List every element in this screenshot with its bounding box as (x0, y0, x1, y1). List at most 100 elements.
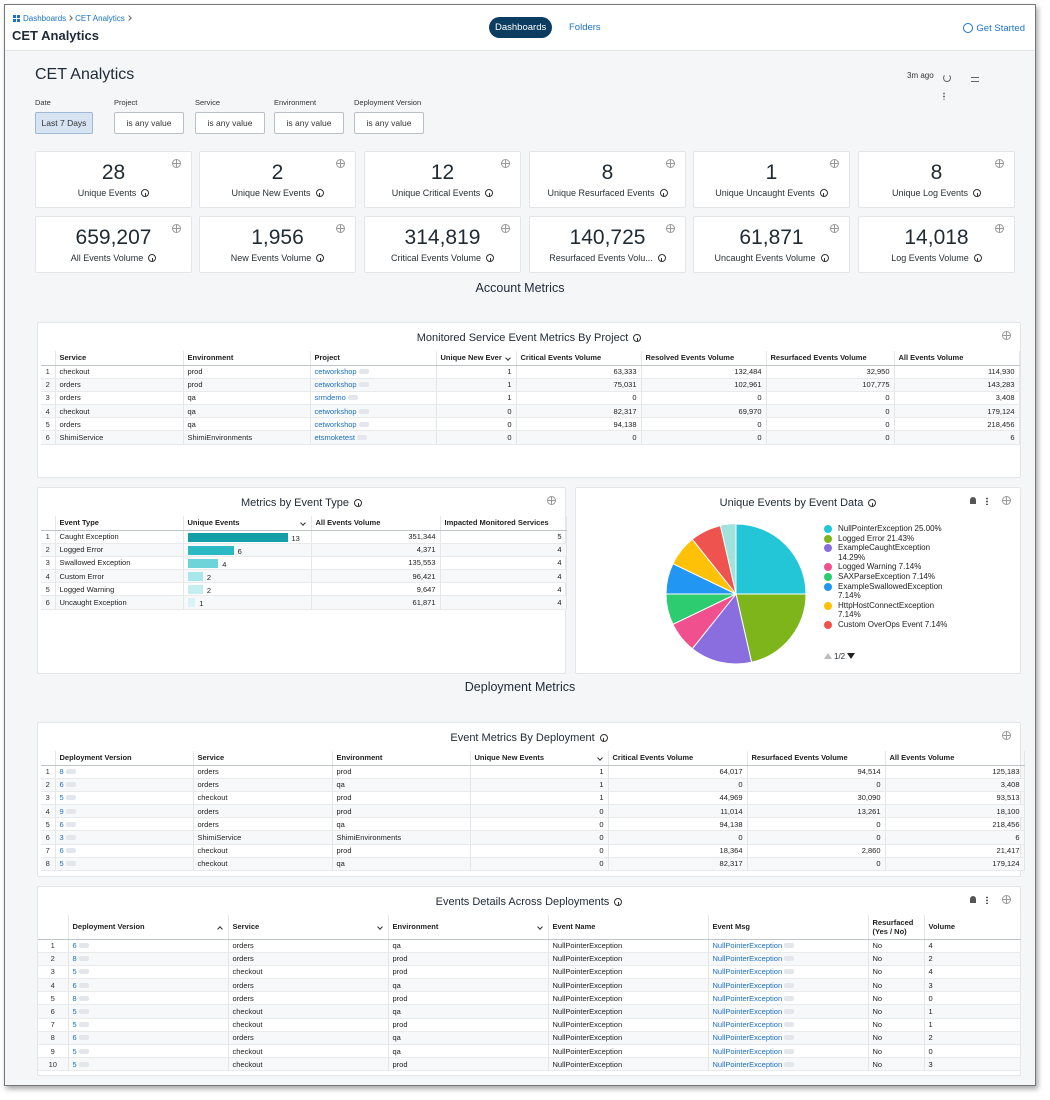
column-header[interactable]: All Events Volume (311, 516, 440, 530)
table-row: 63ShimiServiceShimiEnvironments0006 (41, 831, 1024, 844)
column-header[interactable]: All Events Volume (885, 751, 1024, 765)
column-header[interactable]: Resolved Events Volume (641, 351, 766, 365)
dashboard-title: CET Analytics (35, 66, 134, 84)
table-cell: 10 (38, 1058, 68, 1071)
column-header[interactable]: Project (310, 351, 436, 365)
link-cell[interactable]: cetworkshop (310, 405, 436, 418)
link-cell[interactable]: NullPointerException (708, 1031, 868, 1044)
link-cell[interactable]: cetworkshop (310, 378, 436, 391)
pie-slice[interactable] (736, 524, 806, 594)
link-cell[interactable]: NullPointerException (708, 965, 868, 978)
link-cell[interactable]: 5 (55, 857, 193, 870)
filter-button[interactable]: is any value (114, 112, 184, 134)
link-cell[interactable]: 6 (68, 1031, 228, 1044)
metric-tile: 314,819Critical Events Volume (364, 216, 521, 273)
link-cell[interactable]: 5 (68, 1045, 228, 1058)
legend-item[interactable]: ExampleCaughtException 14.29% (824, 543, 952, 562)
column-header[interactable]: Impacted Monitored Services (440, 516, 566, 530)
column-header[interactable]: Resurfaced (Yes / No) (868, 915, 924, 939)
link-cell[interactable]: NullPointerException (708, 1005, 868, 1018)
column-header[interactable]: Event Msg (708, 915, 868, 939)
column-header[interactable]: Environment (183, 351, 310, 365)
table-cell: 18,364 (608, 844, 747, 857)
table-cell: 2 (41, 378, 55, 391)
column-header[interactable]: Environment (388, 915, 548, 939)
column-header[interactable]: Event Name (548, 915, 708, 939)
link-cell[interactable]: 5 (68, 965, 228, 978)
link-cell[interactable]: 8 (68, 992, 228, 1005)
column-header[interactable]: Deployment Version (68, 915, 228, 939)
link-cell[interactable]: cetworkshop (310, 418, 436, 431)
tab-dashboards[interactable]: Dashboards (489, 17, 552, 38)
legend-item[interactable]: NullPointerException 25.00% (824, 524, 952, 534)
tile-label: Unique Log Events (859, 188, 1014, 198)
table-cell: No (868, 939, 924, 952)
link-cell[interactable]: 5 (55, 791, 193, 804)
link-cell[interactable]: srmdemo (310, 391, 436, 404)
get-started-link[interactable]: Get Started (963, 23, 1025, 34)
link-cell[interactable]: 8 (55, 765, 193, 778)
link-cell[interactable]: 9 (55, 805, 193, 818)
filter-button[interactable]: Last 7 Days (35, 112, 93, 134)
table-row: 6ShimiServiceShimiEnvironmentsetsmoketes… (41, 431, 1019, 444)
link-cell[interactable]: NullPointerException (708, 939, 868, 952)
dashboard-actions[interactable] (943, 69, 1013, 81)
legend-item[interactable]: Custom OverOps Event 7.14% (824, 620, 952, 630)
link-cell[interactable]: 8 (68, 952, 228, 965)
column-header[interactable]: Unique Events (183, 516, 311, 530)
column-header[interactable]: All Events Volume (894, 351, 1019, 365)
column-header[interactable]: Deployment Version (55, 751, 193, 765)
legend-item[interactable]: Logged Error 21.43% (824, 534, 952, 544)
column-header[interactable]: Event Type (55, 516, 183, 530)
legend-item[interactable]: SAXParseException 7.14% (824, 572, 952, 582)
link-cell[interactable]: etsmoketest (310, 431, 436, 444)
table-cell: 4 (924, 965, 1020, 978)
table-cell: orders (228, 952, 388, 965)
tile-label-text: Uncaught Events Volume (714, 253, 815, 263)
link-cell[interactable]: cetworkshop (310, 365, 436, 378)
link-cell[interactable]: 6 (55, 818, 193, 831)
link-cell[interactable]: NullPointerException (708, 979, 868, 992)
column-header[interactable]: Service (228, 915, 388, 939)
legend-item[interactable]: Logged Warning 7.14% (824, 562, 952, 572)
column-header[interactable]: Resurfaced Events Volume (747, 751, 885, 765)
link-cell[interactable]: 5 (68, 1018, 228, 1031)
link-cell[interactable]: 6 (55, 778, 193, 791)
table-row: 76checkoutprod018,3642,86021,417 (41, 844, 1024, 857)
column-header[interactable]: Critical Events Volume (516, 351, 641, 365)
filter-button[interactable]: is any value (354, 112, 424, 134)
link-cell[interactable]: NullPointerException (708, 952, 868, 965)
link-cell[interactable]: 3 (55, 831, 193, 844)
link-cell[interactable]: 6 (68, 939, 228, 952)
column-header[interactable]: Resurfaced Events Volume (766, 351, 894, 365)
column-header[interactable]: Critical Events Volume (608, 751, 747, 765)
table-row: 18ordersprod164,01794,514125,183 (41, 765, 1024, 778)
table-cell: orders (228, 992, 388, 1005)
bar (188, 533, 288, 542)
legend-swatch (824, 621, 832, 629)
column-header[interactable]: Unique New Events (470, 751, 608, 765)
link-cell[interactable]: NullPointerException (708, 992, 868, 1005)
tab-folders[interactable]: Folders (563, 17, 607, 38)
legend-value: 7.14% (899, 562, 922, 571)
table-cell: checkout (55, 365, 183, 378)
link-cell[interactable]: NullPointerException (708, 1058, 868, 1071)
link-cell[interactable]: 5 (68, 1058, 228, 1071)
legend-pager[interactable]: 1/2 (824, 652, 855, 661)
link-cell[interactable]: NullPointerException (708, 1018, 868, 1031)
column-header[interactable]: Service (193, 751, 332, 765)
link-cell[interactable]: 6 (55, 844, 193, 857)
filter-button[interactable]: is any value (274, 112, 344, 134)
link-cell[interactable]: 5 (68, 1005, 228, 1018)
column-header[interactable]: Unique New Ever (436, 351, 516, 365)
column-header[interactable]: Volume (924, 915, 1020, 939)
breadcrumb-link[interactable]: CET Analytics (75, 14, 125, 23)
legend-item[interactable]: HttpHostConnectException 7.14% (824, 601, 952, 620)
filter-button[interactable]: is any value (195, 112, 265, 134)
breadcrumb-link[interactable]: Dashboards (23, 14, 66, 23)
column-header[interactable]: Environment (332, 751, 470, 765)
link-cell[interactable]: 6 (68, 979, 228, 992)
link-cell[interactable]: NullPointerException (708, 1045, 868, 1058)
column-header[interactable]: Service (55, 351, 183, 365)
legend-item[interactable]: ExampleSwallowedException 7.14% (824, 582, 952, 601)
